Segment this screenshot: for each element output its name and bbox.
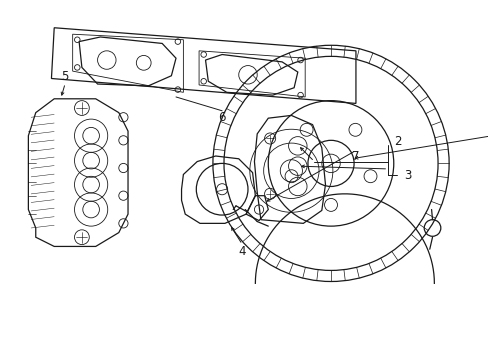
Text: 2: 2 <box>393 135 400 148</box>
Text: 6: 6 <box>218 111 225 124</box>
Text: 7: 7 <box>351 150 359 163</box>
Text: 5: 5 <box>61 70 69 83</box>
Text: 4: 4 <box>238 246 245 258</box>
Text: 3: 3 <box>403 169 410 182</box>
